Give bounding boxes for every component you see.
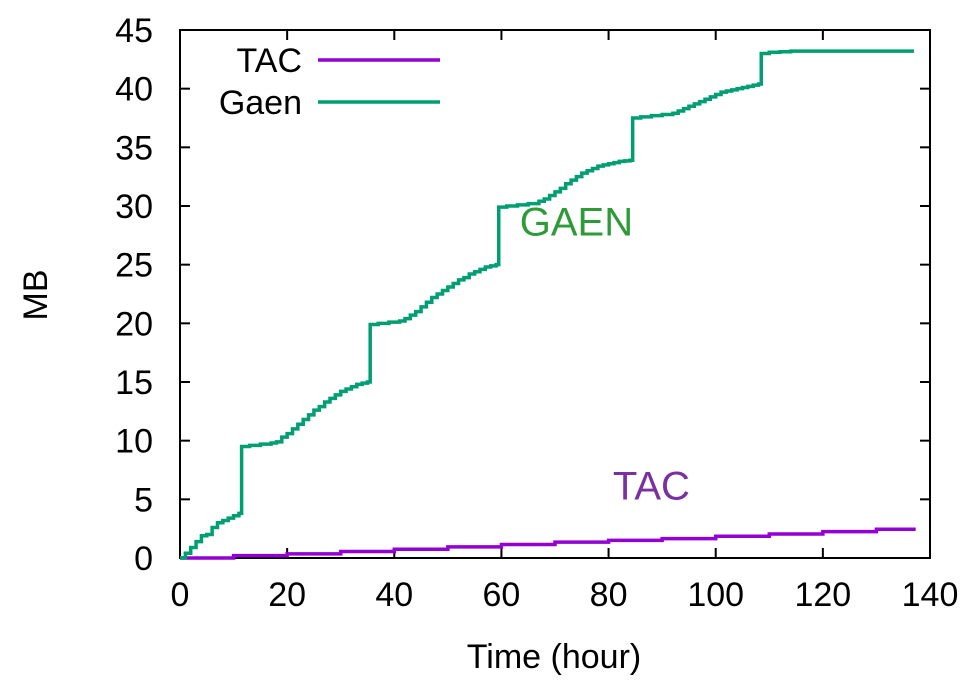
legend: TAC Gaen bbox=[219, 42, 440, 122]
y-tick-label: 25 bbox=[115, 247, 153, 285]
series-line-gaen bbox=[180, 49, 914, 560]
y-tick-label: 15 bbox=[115, 364, 153, 402]
y-tick-label: 0 bbox=[134, 540, 153, 578]
y-tick-label: 30 bbox=[115, 188, 153, 226]
legend-label-tac: TAC bbox=[237, 42, 302, 80]
y-tick-label: 40 bbox=[115, 71, 153, 109]
y-tick-label: 45 bbox=[115, 12, 153, 50]
x-tick-label: 120 bbox=[794, 576, 851, 614]
y-tick-label: 10 bbox=[115, 423, 153, 461]
x-tick-label: 60 bbox=[483, 576, 521, 614]
y-tick-label: 20 bbox=[115, 305, 153, 343]
x-axis-label: Time (hour) bbox=[467, 638, 641, 676]
series-layer bbox=[180, 49, 916, 560]
x-tick-label: 140 bbox=[902, 576, 959, 614]
annotation-tac: TAC bbox=[613, 464, 690, 508]
x-tick-label: 20 bbox=[268, 576, 306, 614]
annotation-gaen: GAEN bbox=[520, 200, 633, 244]
x-tick-label: 100 bbox=[687, 576, 744, 614]
annotations: GAEN TAC bbox=[520, 200, 690, 508]
y-axis-label: MB bbox=[17, 270, 55, 321]
x-tick-label: 0 bbox=[171, 576, 190, 614]
series-line-tac bbox=[180, 527, 916, 560]
axes: 0 20 40 60 80 100 120 140 0 5 10 15 20 25 30 35 40 45 bbox=[115, 12, 958, 614]
y-tick-label: 5 bbox=[134, 481, 153, 519]
y-tick-label: 35 bbox=[115, 129, 153, 167]
x-tick-label: 40 bbox=[375, 576, 413, 614]
plot-frame bbox=[179, 29, 931, 559]
legend-label-gaen: Gaen bbox=[219, 84, 302, 122]
x-tick-label: 80 bbox=[590, 576, 628, 614]
